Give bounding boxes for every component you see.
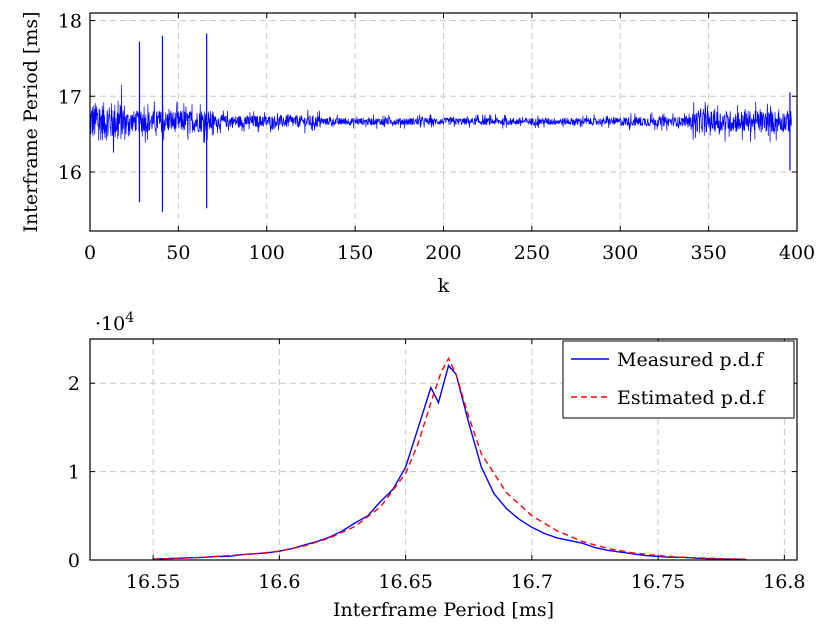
top-x-tick-label: 100 [249,242,285,264]
bottom-x-tick-label: 16.65 [378,571,432,593]
top-x-axis-label: k [438,275,450,297]
top-y-tick-label: 17 [58,86,82,108]
bottom-y-tick-label: 0 [68,550,80,572]
legend-box [562,340,795,419]
top-noise-trace [89,84,793,153]
bottom-series [153,356,747,561]
legend: Measured p.d.f Estimated p.d.f [562,340,795,419]
top-y-tick-label: 18 [58,11,82,33]
bottom-x-axis-label: Interframe Period [ms] [333,599,554,621]
bottom-y-tick-label: 1 [68,462,80,484]
top-x-tick-label: 50 [166,242,190,264]
bottom-ticks: 16.55 16.6 16.65 16.7 16.75 16.8 0 1 2 [68,339,806,593]
top-ticks: 0 50 100 150 200 250 300 350 400 16 17 18 [58,11,815,264]
top-x-tick-label: 350 [690,242,726,264]
top-x-tick-label: 200 [425,242,461,264]
bottom-x-tick-label: 16.7 [511,571,553,593]
top-grid [89,13,798,231]
top-x-tick-label: 400 [779,242,815,264]
time-series-chart: 0 50 100 150 200 250 300 350 400 16 17 18 k Interfr… [20,11,815,297]
y-scale-factor: ·104 [95,310,134,335]
top-x-tick-label: 150 [337,242,373,264]
top-y-axis-label: Interframe Period [ms] [20,11,42,232]
bottom-plot-frame [89,338,798,561]
top-series [89,33,793,213]
bottom-x-tick-label: 16.8 [763,571,805,593]
top-y-tick-label: 16 [58,162,82,184]
estimated-pdf-line [153,356,747,560]
bottom-x-tick-label: 16.55 [126,571,180,593]
top-x-tick-label: 250 [514,242,550,264]
top-x-tick-label: 0 [84,242,96,264]
bottom-x-tick-label: 16.6 [258,571,300,593]
y-scale-base: ·10 [95,313,125,335]
top-x-tick-label: 300 [602,242,638,264]
pdf-chart: 16.55 16.6 16.65 16.7 16.75 16.8 0 1 2 ·104 Inte… [68,310,806,621]
bottom-x-tick-label: 16.75 [631,571,685,593]
legend-measured-label: Measured p.d.f [617,349,765,371]
y-scale-exponent: 4 [125,310,134,326]
bottom-y-tick-label: 2 [68,373,80,395]
legend-estimated-label: Estimated p.d.f [617,387,766,409]
